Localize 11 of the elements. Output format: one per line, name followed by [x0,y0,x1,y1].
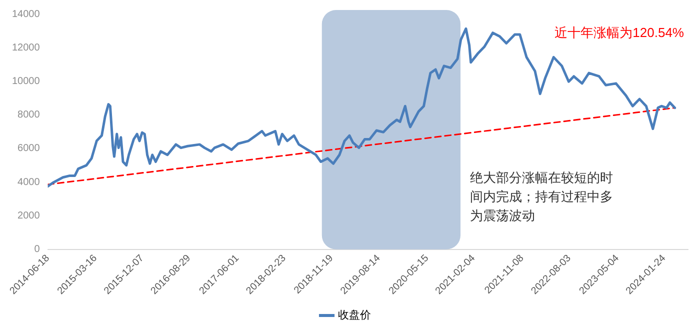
y-tick-label: 2000 [18,210,40,222]
annotation: 近十年涨幅为120.54% [554,25,684,40]
annotation: 绝大部分涨幅在较短的时间内完成；持有过程中多为震荡波动 [470,170,613,223]
y-tick-label: 8000 [18,110,40,121]
y-tick-label: 0 [34,244,40,256]
y-tick-label: 14000 [12,8,40,20]
y-tick-label: 4000 [18,176,40,188]
legend-label: 收盘价 [338,310,371,322]
y-tick-label: 12000 [12,42,40,54]
y-tick-label: 10000 [12,76,40,87]
y-tick-label: 6000 [18,143,40,154]
